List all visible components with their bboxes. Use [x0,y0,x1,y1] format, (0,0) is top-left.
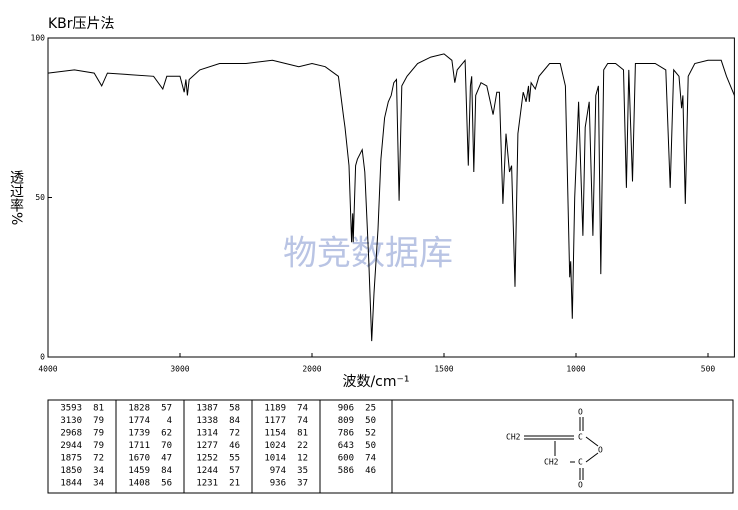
peak-wavenumber: 1828 [128,404,150,414]
peak-transmittance: 12 [297,454,308,464]
peak-transmittance: 79 [93,429,104,439]
peak-transmittance: 57 [161,404,172,414]
peak-transmittance: 62 [161,429,172,439]
peak-wavenumber: 906 [338,404,354,414]
y-tick-label: 0 [40,353,45,362]
peak-transmittance: 57 [229,466,240,476]
x-tick-label: 2000 [302,365,321,374]
peak-wavenumber: 600 [338,454,354,464]
peak-transmittance: 79 [93,416,104,426]
plot-frame [47,37,735,358]
peak-wavenumber: 1314 [196,429,218,439]
x-tick-label: 3000 [170,365,189,374]
structure: CH2 CH2 C C O O O [506,408,603,490]
peak-transmittance: 74 [365,454,376,464]
peak-transmittance: 34 [93,466,104,476]
atom-label: CH2 [506,433,521,442]
peak-transmittance: 74 [297,416,308,426]
peak-wavenumber: 1711 [128,441,150,451]
peak-wavenumber: 1252 [196,454,218,464]
table-frame [47,399,734,494]
peak-wavenumber: 1387 [196,404,218,414]
peak-transmittance: 81 [93,404,104,414]
peak-transmittance: 74 [297,404,308,414]
peak-wavenumber: 1338 [196,416,218,426]
peak-transmittance: 22 [297,441,308,451]
peak-transmittance: 47 [161,454,172,464]
peak-wavenumber: 1408 [128,479,150,489]
peak-transmittance: 50 [365,441,376,451]
peak-transmittance: 34 [93,479,104,489]
peak-transmittance: 58 [229,404,240,414]
x-tick-label: 500 [701,365,716,374]
peak-wavenumber: 1189 [264,404,286,414]
peak-wavenumber: 1739 [128,429,150,439]
peak-wavenumber: 586 [338,466,354,476]
peak-wavenumber: 2968 [60,429,82,439]
peak-wavenumber: 1231 [196,479,218,489]
peak-transmittance: 72 [93,454,104,464]
peak-transmittance: 70 [161,441,172,451]
x-tick-label: 4000 [38,365,57,374]
y-tick-label: 50 [35,193,45,202]
structure-bonds [524,417,599,480]
x-axis-label: 波数/cm⁻¹ [342,374,409,390]
atom-label: C [578,433,583,442]
peak-transmittance: 84 [161,466,172,476]
peak-transmittance: 52 [365,429,376,439]
peak-transmittance: 37 [297,479,308,489]
peak-transmittance: 46 [365,466,376,476]
peak-transmittance: 4 [167,416,172,426]
peak-wavenumber: 936 [270,479,286,489]
peak-wavenumber: 1024 [264,441,286,451]
peak-wavenumber: 1850 [60,466,82,476]
peak-wavenumber: 3130 [60,416,82,426]
peak-wavenumber: 1774 [128,416,150,426]
peak-transmittance: 56 [161,479,172,489]
x-tick-label: 1500 [434,365,453,374]
peak-wavenumber: 786 [338,429,354,439]
atom-label: C [578,458,583,467]
peak-transmittance: 46 [229,441,240,451]
atom-label: O [598,446,603,455]
peak-transmittance: 84 [229,416,240,426]
peak-wavenumber: 643 [338,441,354,451]
peak-transmittance: 50 [365,416,376,426]
peak-wavenumber: 2944 [60,441,82,451]
chart-title: KBr压片法 [48,16,115,32]
spectrum-line [47,53,735,342]
peak-wavenumber: 1459 [128,466,150,476]
peak-wavenumber: 1154 [264,429,286,439]
y-tick-label: 100 [31,34,46,43]
peak-wavenumber: 1875 [60,454,82,464]
y-axis-label: 透过率% [8,170,24,225]
atom-label: O [578,481,583,490]
peak-transmittance: 81 [297,429,308,439]
peak-wavenumber: 974 [270,466,286,476]
peak-transmittance: 79 [93,441,104,451]
peak-wavenumber: 1244 [196,466,218,476]
peak-wavenumber: 3593 [60,404,82,414]
peak-wavenumber: 1177 [264,416,286,426]
atom-label: O [578,408,583,417]
peak-wavenumber: 1014 [264,454,286,464]
peak-transmittance: 21 [229,479,240,489]
peak-transmittance: 25 [365,404,376,414]
peak-transmittance: 55 [229,454,240,464]
atom-label: CH2 [544,458,559,467]
peak-transmittance: 72 [229,429,240,439]
peak-wavenumber: 1844 [60,479,82,489]
peak-wavenumber: 1277 [196,441,218,451]
peak-wavenumber: 1670 [128,454,150,464]
peak-transmittance: 35 [297,466,308,476]
peak-wavenumber: 809 [338,416,354,426]
x-tick-label: 1000 [566,365,585,374]
